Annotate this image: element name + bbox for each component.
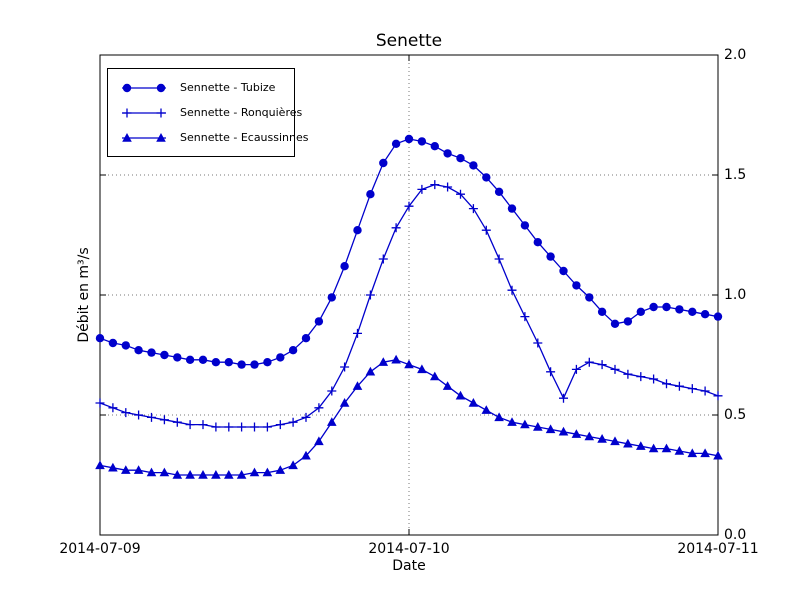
legend-item-ronquieres: Sennette - Ronquières [116,100,302,125]
y-tick-label-2: 1.0 [724,287,747,303]
series-1 [95,180,723,432]
legend-label: Sennette - Tubize [180,81,276,94]
legend-item-ecaussinnes: Sennette - Ecaussinnes [116,125,309,150]
series-2 [95,354,723,479]
legend-marker-circle-icon [122,83,166,92]
series-0 [95,134,723,369]
x-tick-label-0: 2014-07-09 [59,541,141,557]
legend-marker-triangle-icon [122,132,166,142]
y-axis-label: Débit en m³/s [76,247,92,343]
legend-item-tubize: Sennette - Tubize [116,75,286,100]
y-tick-label-1: 0.5 [724,407,747,423]
y-tick-label-3: 1.5 [724,167,747,183]
legend-label: Sennette - Ecaussinnes [180,131,309,144]
legend-marker-plus-icon [122,108,166,117]
y-tick-label-0: 0.0 [724,527,747,543]
chart-title: Senette [375,31,443,51]
x-tick-label-1: 2014-07-10 [368,541,450,557]
legend-label: Sennette - Ronquières [180,106,303,119]
x-axis-label: Date [392,558,426,574]
y-tick-label-4: 2.0 [724,47,747,63]
legend: Sennette - Tubize Sennette - Ronquières … [107,68,309,157]
x-tick-label-2: 2014-07-11 [677,541,759,557]
